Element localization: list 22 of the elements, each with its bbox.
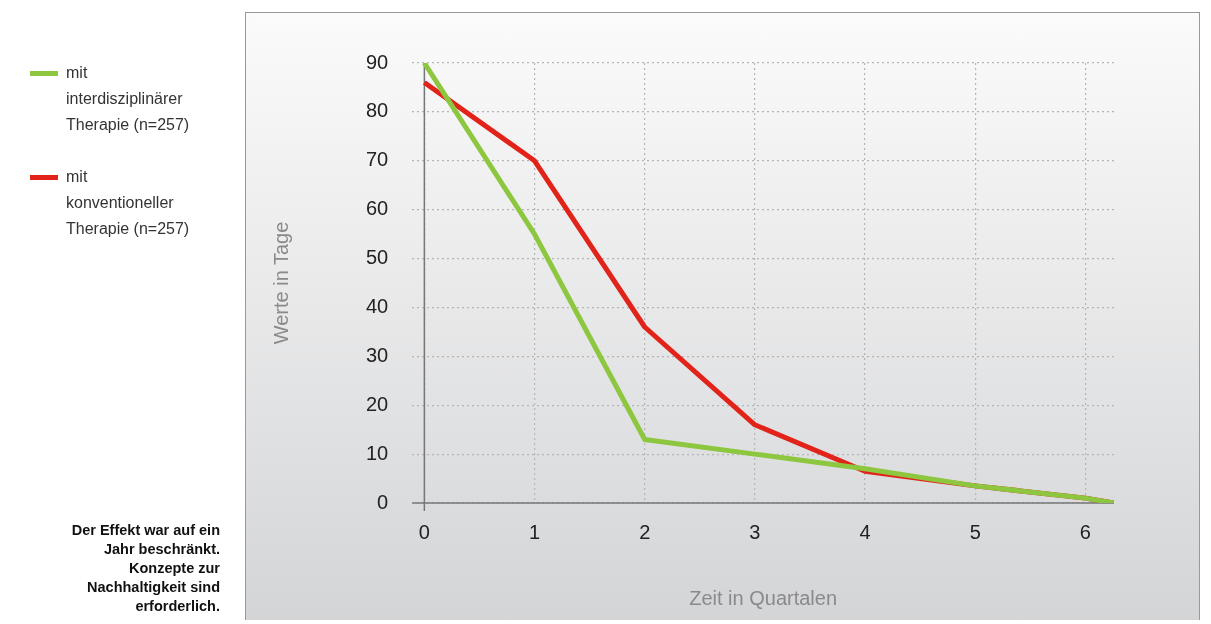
text: Der Effekt war auf ein Jahr beschränkt. Konzepte zur Nachhaltigkeit sind erforderlich. [70,521,220,616]
x-tick-label: 1 [528,520,541,543]
y-tick-label: 80 [366,99,389,122]
x-tick-label: 0 [418,520,430,543]
y-tick-label: 60 [366,197,389,220]
y-tick-label: 10 [366,441,389,464]
y-tick-label: 70 [366,148,389,171]
x-tick-label: 2 [639,520,651,543]
y-tick-label: 40 [366,294,389,317]
y-tick-label: 30 [366,343,389,366]
y-tick-label: 50 [366,246,389,269]
x-tick-label: 4 [859,520,871,543]
y-tick-label: 20 [366,392,389,415]
x-tick-label: 3 [749,520,761,543]
legend-label: mit interdisziplinärer Therapie (n=257) [66,63,191,135]
y-tick-label: 0 [377,490,389,513]
x-tick-label: 5 [969,520,981,543]
x-axis-title: Zeit in Quartalen [689,586,838,609]
legend-label: mit konventioneller Therapie (n=257) [66,167,191,239]
y-tick-label: 90 [366,50,389,73]
y-axis-title: Werte in Tage [269,221,292,345]
x-tick-label: 6 [1079,520,1091,543]
